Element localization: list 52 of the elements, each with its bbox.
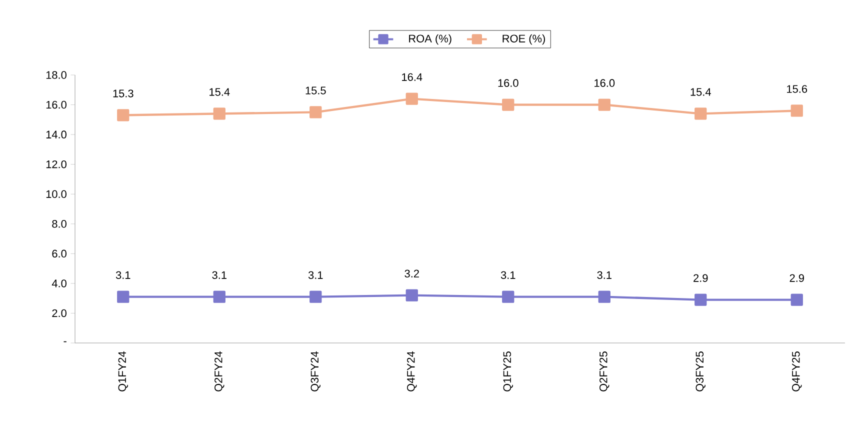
point <box>406 289 418 302</box>
point <box>213 108 226 120</box>
point <box>694 108 707 120</box>
data-label: 16.4 <box>402 73 422 81</box>
legend-label: ROA (%) <box>409 34 452 45</box>
point <box>117 109 130 122</box>
data-label: 16.0 <box>498 79 518 87</box>
data-label: 3.1 <box>500 271 516 279</box>
point <box>310 290 322 303</box>
y-tick-label: 14.0 <box>46 130 66 138</box>
y-tick-label: 10.0 <box>46 190 66 198</box>
point <box>598 290 610 303</box>
data-label: 2.9 <box>790 274 804 282</box>
data-label: 3.2 <box>404 270 419 278</box>
point <box>213 290 226 303</box>
point <box>502 290 514 303</box>
data-label: 3.1 <box>308 271 323 279</box>
data-label: 3.1 <box>212 271 226 279</box>
point <box>502 98 514 111</box>
x-tick-label: Q2FY24 <box>214 351 224 392</box>
point <box>406 92 418 105</box>
x-tick-label: Q1FY25 <box>503 352 513 392</box>
y-tick-label: 12.0 <box>46 160 66 168</box>
y-tick-label: 8.0 <box>52 220 66 228</box>
x-tick-label: Q4FY24 <box>407 351 417 392</box>
point <box>694 294 707 306</box>
data-label: 15.6 <box>787 85 808 93</box>
x-tick-label: Q2FY25 <box>600 352 610 392</box>
legend-label: ROE (%) <box>502 34 545 45</box>
point <box>790 294 803 306</box>
y-tick-label: 4.0 <box>52 280 66 288</box>
point <box>310 106 322 118</box>
x-tick-label: Q4FY25 <box>792 352 802 392</box>
y-tick-label: 6.0 <box>52 250 66 258</box>
point <box>598 98 610 111</box>
point <box>117 290 130 303</box>
y-tick-label: 2.0 <box>52 309 66 318</box>
data-label: 15.4 <box>210 88 230 96</box>
data-label: 15.5 <box>306 86 326 94</box>
data-label: 2.9 <box>694 274 708 282</box>
data-label: 15.4 <box>690 88 711 96</box>
y-tick-label: - <box>64 341 66 342</box>
data-label: 3.1 <box>116 271 130 279</box>
data-label: 16.0 <box>594 79 615 87</box>
x-tick-label: Q3FY24 <box>310 351 320 392</box>
x-tick-label: Q1FY24 <box>118 351 128 392</box>
y-tick-label: 16.0 <box>46 100 66 109</box>
y-tick-label: 18.0 <box>46 71 66 79</box>
x-tick-label: Q3FY25 <box>696 352 706 392</box>
data-label: 15.3 <box>113 90 134 98</box>
point <box>790 104 803 117</box>
data-label: 3.1 <box>597 271 612 279</box>
